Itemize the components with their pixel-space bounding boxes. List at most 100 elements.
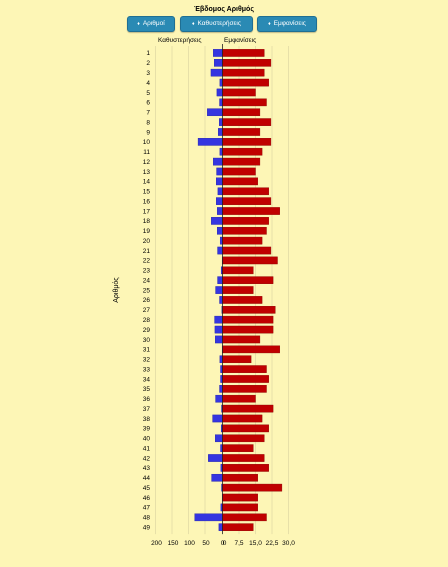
appearance-bar (222, 523, 254, 531)
category-label: 13 (143, 169, 151, 176)
sort-icon: ♦ (191, 21, 195, 27)
category-label: 16 (143, 198, 151, 205)
category-label: 7 (146, 110, 150, 117)
right-axis-tick-label: 0 (223, 540, 227, 547)
left-axis-tick-label: 100 (184, 540, 195, 547)
right-axis-tick-label: 7,5 (234, 540, 243, 547)
category-label: 48 (143, 515, 151, 522)
appearances-header: Εμφανίσεις (224, 37, 257, 44)
appearance-bar (222, 306, 276, 314)
appearance-bar (222, 276, 274, 284)
delay-bar (207, 108, 223, 117)
delay-bar (216, 88, 223, 97)
sort-by-appearances-button[interactable]: ♦ Εμφανίσεις (257, 16, 317, 32)
category-label: 17 (143, 208, 151, 215)
delay-bar (219, 296, 223, 304)
appearance-bar (222, 315, 274, 324)
category-label: 9 (146, 129, 150, 136)
category-label: 14 (143, 179, 151, 186)
appearance-bar (222, 98, 267, 107)
delay-bar (217, 187, 223, 196)
right-axis-tick-label: 22,5 (266, 540, 279, 547)
delay-bar (219, 98, 223, 107)
sort-by-number-button[interactable]: ♦ Αριθμοί (127, 16, 175, 32)
category-label: 19 (143, 228, 151, 235)
sort-by-appearances-label: Εμφανίσεις (273, 20, 306, 27)
category-label: 47 (143, 505, 151, 512)
category-label: 22 (143, 258, 151, 265)
appearance-bar (222, 394, 256, 403)
category-label: 10 (143, 139, 151, 146)
appearance-bar (222, 464, 269, 472)
appearance-bar (222, 345, 280, 354)
delay-bar (217, 246, 223, 255)
category-label: 41 (143, 445, 151, 452)
appearance-bar (222, 385, 267, 393)
appearance-bar (222, 473, 258, 482)
appearance-bar (222, 296, 263, 304)
appearance-bar (222, 128, 261, 136)
appearance-bar (222, 434, 265, 443)
category-label: 28 (143, 317, 151, 324)
delay-bar (216, 197, 223, 205)
category-label: 5 (146, 90, 150, 97)
appearance-bar (222, 197, 272, 205)
appearance-bar (222, 246, 272, 255)
appearance-bar (222, 147, 263, 156)
appearance-bar (222, 187, 269, 196)
category-label: 37 (143, 406, 151, 413)
sort-by-delays-button[interactable]: ♦ Καθυστερήσεις (180, 16, 253, 32)
appearance-bar (222, 404, 274, 413)
delay-bar (211, 217, 223, 225)
appearance-bar (222, 493, 258, 502)
appearance-bar (222, 375, 269, 383)
delay-bar (215, 286, 223, 294)
right-axis-tick-label: 15,0 (249, 540, 262, 547)
delay-bar (214, 59, 223, 67)
left-axis-tick-label: 0 (221, 540, 225, 547)
delay-bar (219, 385, 223, 393)
category-label: 20 (143, 238, 151, 245)
appearance-bar (222, 355, 252, 364)
category-label: 32 (143, 357, 151, 364)
appearance-bar (222, 454, 265, 462)
delay-bar (214, 315, 223, 324)
category-label: 33 (143, 366, 151, 373)
delay-bar (216, 167, 223, 176)
delay-bar (217, 207, 223, 215)
category-label: 11 (143, 149, 150, 156)
appearance-bar (222, 157, 261, 166)
delay-bar (217, 226, 223, 235)
category-label: 43 (143, 465, 151, 472)
category-label: 12 (143, 159, 151, 166)
category-label: 18 (143, 218, 151, 225)
appearance-bar (222, 217, 269, 225)
delay-bar (197, 138, 223, 146)
delay-bar (211, 473, 223, 482)
appearance-bar (222, 226, 267, 235)
appearance-bar (222, 177, 258, 186)
delay-bar (214, 325, 223, 334)
appearance-bar (222, 424, 269, 433)
category-label: 15 (143, 189, 151, 196)
category-label: 27 (143, 307, 151, 314)
appearance-bar (222, 256, 278, 265)
appearance-bar (222, 286, 254, 294)
category-label: 45 (143, 485, 151, 492)
appearance-bar (222, 483, 283, 492)
chart-title: Έβδομος Αριθμός (194, 6, 254, 13)
delay-bar (213, 49, 223, 57)
appearance-bar (222, 108, 261, 117)
sort-icon: ♦ (268, 21, 271, 27)
sort-by-delays-label: Καθυστερήσεις (197, 20, 242, 27)
category-label: 26 (143, 297, 151, 304)
delay-bar (217, 276, 223, 284)
appearance-bar (222, 138, 272, 146)
category-label: 6 (146, 100, 150, 107)
y-axis-title: Αριθμός (112, 277, 120, 303)
category-label: 3 (146, 70, 150, 77)
delay-bar (215, 335, 223, 344)
category-label: 4 (146, 80, 150, 87)
category-label: 8 (146, 119, 150, 126)
